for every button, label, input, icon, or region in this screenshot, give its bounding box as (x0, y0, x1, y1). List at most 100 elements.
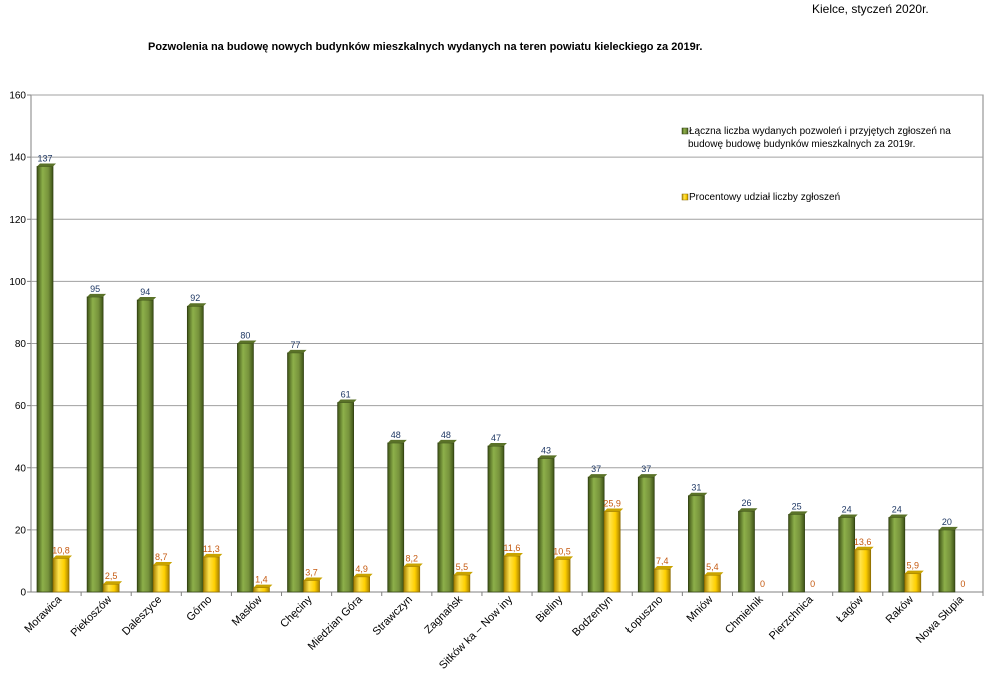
bar-top (453, 571, 473, 575)
bar-top (137, 297, 157, 301)
bar-top (654, 566, 674, 570)
bar-percent (704, 574, 721, 593)
x-tick-label: Mniów (685, 594, 716, 625)
bar-top (854, 546, 874, 550)
data-label-percent: 8,7 (155, 552, 168, 562)
data-label-percent: 10,5 (553, 546, 571, 556)
y-tick-label: 120 (9, 215, 26, 226)
bar-top (353, 573, 373, 577)
data-label-percent: 2,5 (105, 571, 118, 581)
y-tick-label: 80 (15, 339, 27, 350)
y-tick-label: 20 (15, 525, 27, 536)
y-tick-label: 160 (9, 91, 26, 102)
bar-top (538, 455, 558, 459)
bar-total (287, 352, 304, 593)
bar-top (904, 570, 924, 574)
x-tick-label: Zagnańsk (422, 593, 465, 636)
x-tick-label: Morawica (22, 593, 64, 635)
x-tick-label: Piekoszów (69, 594, 115, 640)
bar-total (86, 296, 104, 593)
bar-percent (653, 568, 671, 593)
bar-percent (453, 574, 471, 593)
bar-total (136, 299, 154, 593)
x-tick-label: Chęciny (278, 593, 315, 630)
bar-percent (403, 566, 421, 593)
data-label-percent: 3,7 (305, 568, 318, 578)
data-label-percent: 1,4 (255, 575, 268, 585)
bar-percent (503, 555, 521, 593)
data-label-total: 24 (892, 504, 902, 514)
x-tick-label: Nowa Słupia (914, 593, 967, 646)
bar-percent (52, 558, 70, 593)
bar-top (387, 439, 407, 443)
plot-area: 0 20 40 60 80 100 120 140 160 137 10,8 Morawica 95 2,… (9, 91, 984, 672)
bar-top (253, 584, 273, 588)
x-tick-label: Bodzentyn (570, 594, 615, 639)
bar-total (36, 166, 54, 593)
x-tick-label: Raków (884, 594, 916, 626)
data-label-percent: 11,6 (504, 543, 521, 553)
data-label-percent: 10,8 (52, 545, 70, 555)
x-tick-label: Daleszyce (120, 594, 164, 638)
data-label-total: 24 (842, 504, 852, 514)
y-tick-label: 0 (20, 588, 26, 599)
data-label-total: 31 (691, 483, 701, 493)
bar-top (688, 492, 708, 496)
data-label-percent: 0 (810, 579, 815, 589)
chart-title: Pozwolenia na budowę nowych budynków mie… (148, 41, 703, 53)
bar-total (487, 445, 505, 593)
legend-label: Procentowy udział liczby zgłoszeń (689, 192, 840, 203)
date-note: Kielce, styczeń 2020r. (812, 2, 929, 16)
bar-top (303, 577, 323, 581)
data-label-total: 26 (741, 498, 751, 508)
data-label-percent: 7,4 (656, 556, 669, 566)
legend-label: budowę budowę budynków mieszkalnych za 2… (688, 139, 915, 150)
data-label-total: 43 (541, 445, 551, 455)
x-tick-label: Chmielnik (723, 593, 766, 636)
bar-percent (353, 576, 370, 593)
bar-top (638, 474, 658, 478)
bar-percent (553, 559, 571, 593)
bar-total (688, 495, 705, 593)
bar-total (186, 305, 204, 593)
y-tick-label: 40 (15, 463, 27, 474)
bar-percent (253, 587, 270, 593)
bar-total (587, 476, 605, 593)
bar-total (437, 442, 455, 593)
bar-total (738, 510, 755, 593)
legend-swatch (681, 127, 689, 135)
x-tick-label: Pierzchnica (767, 593, 816, 642)
bar-top (403, 563, 423, 567)
x-tick-label: Strawczyn (371, 594, 415, 638)
bar-top (187, 303, 207, 307)
bar-percent (854, 549, 872, 593)
bar-percent (303, 580, 320, 593)
bar-percent (202, 556, 220, 593)
bar-top (588, 474, 608, 478)
bar-top (53, 555, 72, 559)
bar-top (337, 399, 357, 403)
y-tick-label: 100 (9, 277, 26, 288)
data-label-percent: 13,6 (854, 537, 872, 547)
data-label-total: 137 (37, 153, 52, 163)
x-tick-label: Łopuszno (623, 594, 665, 636)
x-tick-label: Masłów (230, 594, 265, 629)
legend-label: Łączna liczba wydanych pozwoleń i przyję… (689, 126, 951, 137)
data-label-total: 20 (942, 517, 952, 527)
data-label-total: 92 (190, 293, 200, 303)
bar-top (938, 526, 958, 530)
data-label-percent: 5,5 (456, 562, 469, 572)
bar-total (237, 343, 254, 593)
y-tick-label: 60 (15, 401, 27, 412)
bar-total (387, 442, 405, 593)
bar-top (103, 581, 123, 585)
data-label-total: 95 (90, 284, 100, 294)
bar-top (203, 553, 223, 557)
data-label-total: 48 (441, 430, 451, 440)
bar-top (704, 572, 724, 576)
data-label-total: 37 (591, 464, 601, 474)
data-label-percent: 5,9 (907, 561, 920, 571)
data-label-total: 25 (792, 501, 802, 511)
bar-total (938, 529, 956, 593)
data-label-total: 48 (391, 430, 401, 440)
